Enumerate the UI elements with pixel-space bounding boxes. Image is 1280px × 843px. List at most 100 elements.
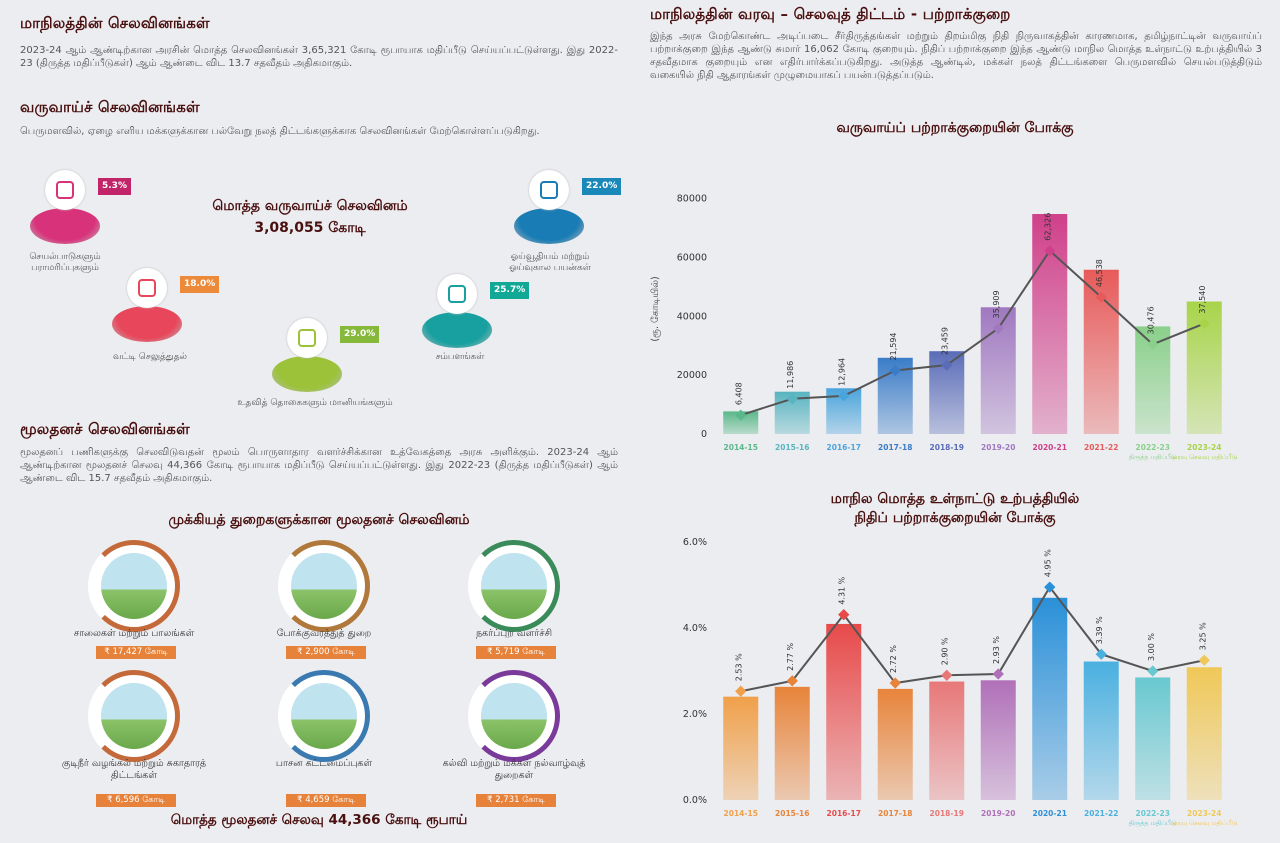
bar (877, 688, 913, 800)
data-label: 3.39 % (1095, 616, 1104, 644)
x-tick-label: 2021-22 (1084, 809, 1118, 818)
pension-icon (529, 170, 569, 210)
interest-icon (127, 268, 167, 308)
y-tick-label: 4.0% (683, 623, 707, 634)
total-revenue-value: 3,08,055 கோடி (254, 220, 366, 236)
y-axis-label: (ரூ. கோடியில்) (650, 276, 661, 341)
x-tick-label: 2015-16 (775, 809, 809, 818)
x-tick-label: 2018-19 (930, 443, 964, 452)
revenue-item-pill (422, 312, 492, 348)
x-tick-label: 2015-16 (775, 443, 809, 452)
data-label: 62,326 (1044, 213, 1053, 241)
icon-glyph (56, 181, 74, 199)
x-tick-label: 2020-21 (1033, 443, 1067, 452)
capital-item-value: ₹ 2,900 கோடி (286, 646, 366, 659)
bar (826, 623, 862, 800)
icon-scene (291, 683, 357, 749)
bar (980, 680, 1016, 800)
data-point (889, 364, 901, 377)
capital-item-value: ₹ 17,427 கோடி (96, 646, 176, 659)
data-label: 4.31 % (838, 576, 847, 604)
capital-item-label: போக்குவரத்துத் துறை (276, 628, 372, 639)
data-point (1147, 665, 1159, 677)
data-point (941, 669, 953, 681)
revenue-expenditure-text: பெருமளவில், ஏழை எளிய மக்களுக்கான பல்வேறு… (20, 126, 540, 137)
icon-glyph (138, 279, 156, 297)
data-label: 2.77 % (786, 643, 795, 671)
revenue-item-pill (30, 208, 100, 244)
x-tick-label: 2014-15 (724, 809, 758, 818)
x-tick-label: 2019-20 (981, 443, 1015, 452)
data-label: 4.95 % (1044, 549, 1053, 577)
x-tick-label: 2014-15 (724, 443, 758, 452)
revenue-item-pill (272, 356, 342, 392)
data-label: 21,594 (889, 332, 898, 360)
data-point (1095, 648, 1107, 660)
data-point (735, 685, 747, 697)
x-tick-label: 2016-17 (827, 809, 861, 818)
trend-line (740, 249, 1205, 417)
data-label: 2.53 % (735, 653, 744, 681)
icon-scene (481, 553, 547, 619)
bar (723, 696, 759, 800)
x-tick-sublabel: திருத்த மதிப்பீடு (1129, 819, 1177, 827)
icon-scene (291, 553, 357, 619)
revenue-item-percent: 25.7% (490, 282, 530, 299)
x-tick-label: 2022-23 (1136, 443, 1170, 452)
bar (1032, 597, 1068, 800)
x-tick-label: 2018-19 (930, 809, 964, 818)
capital-item-label: நகர்ப்புற வளர்ச்சி (475, 628, 553, 639)
data-label: 2.90 % (941, 637, 950, 665)
y-tick-label: 20000 (677, 370, 707, 381)
capital-item-value: ₹ 5,719 கோடி (476, 646, 556, 659)
data-label: 6,408 (735, 382, 744, 405)
total-revenue-title: மொத்த வருவாய்ச் செலவினம் (212, 198, 408, 214)
deficit-text: இந்த அரசு மேற்கொண்ட அடிப்படை சீர்திருத்த… (650, 31, 1263, 81)
x-tick-sublabel: வரவு செலவு மதிப்பீடு (1171, 819, 1237, 827)
salary-icon (437, 274, 477, 314)
data-point (1198, 317, 1210, 330)
data-point (992, 322, 1004, 335)
data-point (1147, 338, 1159, 351)
fiscal-deficit-title-line1: மாநில மொத்த உள்நாட்டு உற்பத்தியில் (830, 491, 1080, 507)
capital-expenditure-text: மூலதனப் பணிகளுக்கு செலவிடுவதன் மூலம் பொர… (20, 447, 618, 484)
document-icon (45, 170, 85, 210)
bar (929, 681, 965, 800)
bar (774, 686, 810, 800)
bridge-icon (88, 540, 180, 632)
bar (1135, 677, 1171, 800)
data-label: 37,540 (1198, 286, 1207, 314)
data-label: 3.25 % (1198, 622, 1207, 650)
education-icon (468, 670, 560, 762)
y-tick-label: 40000 (677, 311, 707, 322)
fiscal-deficit-chart: 0.0% 2.0% 4.0% 6.0% 2014-15 2015-16 2016-17 201… (683, 537, 1238, 827)
data-point (1198, 654, 1210, 666)
bar (1083, 661, 1119, 800)
y-tick-label: 0 (701, 429, 707, 440)
icon-scene (101, 553, 167, 619)
y-tick-label: 6.0% (683, 537, 707, 548)
bar (1186, 667, 1222, 800)
capital-total: மொத்த மூலதனச் செலவு 44,366 கோடி ரூபாய் (170, 812, 468, 828)
capital-item-value: ₹ 4,659 கோடி (286, 794, 366, 807)
data-label: 12,964 (838, 358, 847, 386)
capital-item-label: கல்வி மற்றும் மக்கள் நல்வாழ்வுத் துறைகள் (442, 758, 586, 781)
revenue-item-percent: 18.0% (180, 276, 220, 293)
revenue-item-pill (514, 208, 584, 244)
y-tick-label: 60000 (677, 253, 707, 264)
state-expenditure-title: மாநிலத்தின் செலவினங்கள் (20, 14, 210, 32)
data-point (941, 359, 953, 371)
y-tick-label: 0.0% (683, 795, 707, 806)
data-label: 30,476 (1147, 306, 1156, 334)
bus-icon (278, 540, 370, 632)
revenue-item-label: வட்டி செலுத்துதல் (112, 352, 188, 362)
state-expenditure-text: 2023-24 ஆம் ஆண்டிற்கான அரசின் மொத்த செலவ… (20, 45, 618, 69)
revenue-deficit-chart-title: வருவாய்ப் பற்றாக்குறையின் போக்கு (836, 120, 1074, 136)
revenue-deficit-chart: 0 20000 40000 60000 80000 (ரூ. கோடியில்) 2014-… (650, 194, 1238, 461)
data-point (1044, 581, 1056, 593)
revenue-item-percent: 5.3% (98, 178, 131, 195)
x-tick-label: 2020-21 (1033, 809, 1067, 818)
x-tick-label: 2019-20 (981, 809, 1015, 818)
revenue-item-percent: 29.0% (340, 326, 380, 343)
icon-scene (481, 683, 547, 749)
